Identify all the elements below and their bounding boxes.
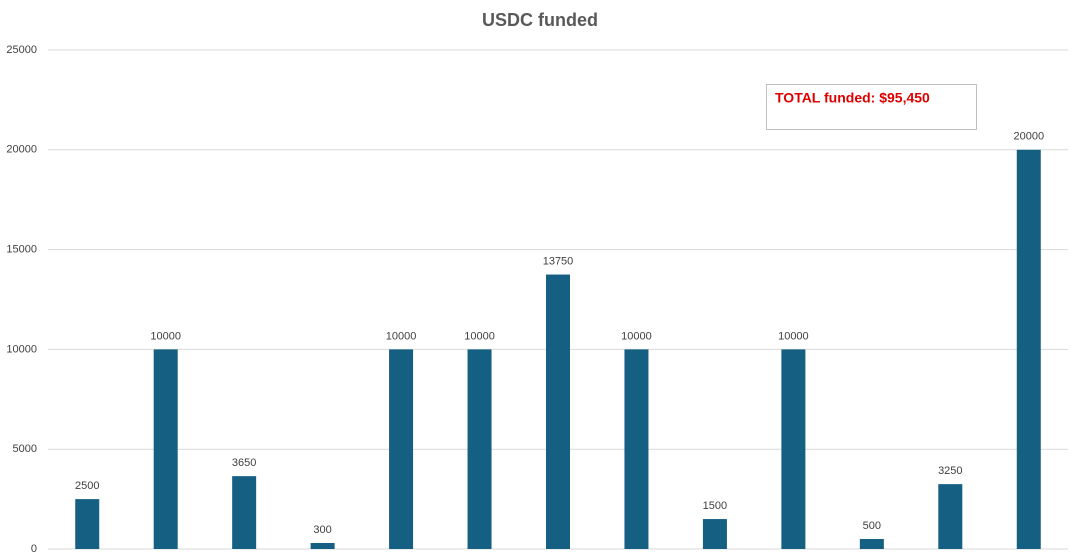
bar bbox=[702, 519, 727, 549]
bar bbox=[938, 484, 963, 549]
data-label: 300 bbox=[313, 524, 331, 536]
bar bbox=[1016, 149, 1041, 550]
y-tick-label: 5000 bbox=[13, 443, 37, 455]
data-label: 10000 bbox=[778, 330, 809, 342]
annotation: TOTAL funded: $95,450 bbox=[775, 90, 930, 106]
bar bbox=[467, 349, 492, 549]
bar bbox=[310, 543, 335, 549]
y-tick-label: 15000 bbox=[6, 244, 37, 256]
bar bbox=[153, 349, 178, 549]
bar bbox=[232, 476, 257, 549]
bar bbox=[624, 349, 649, 549]
data-label: 3250 bbox=[938, 465, 962, 477]
data-label: 10000 bbox=[386, 330, 417, 342]
data-label: 500 bbox=[863, 520, 881, 532]
y-tick-label: 0 bbox=[31, 543, 37, 555]
data-label: 2500 bbox=[75, 480, 99, 492]
data-label: 10000 bbox=[150, 330, 181, 342]
y-tick-label: 25000 bbox=[6, 44, 37, 56]
annotation-box bbox=[766, 84, 977, 130]
data-label: 10000 bbox=[621, 330, 652, 342]
bar bbox=[546, 274, 570, 549]
data-label: 20000 bbox=[1013, 131, 1044, 143]
data-label: 3650 bbox=[232, 457, 256, 469]
bar bbox=[389, 349, 414, 549]
bar bbox=[781, 349, 806, 549]
y-tick-label: 20000 bbox=[6, 144, 37, 156]
bar bbox=[75, 499, 100, 549]
chart-title: USDC funded bbox=[482, 10, 598, 30]
data-label: 10000 bbox=[464, 330, 495, 342]
data-label: 13750 bbox=[543, 255, 574, 267]
data-label: 1500 bbox=[703, 500, 727, 512]
y-tick-label: 10000 bbox=[6, 343, 37, 355]
bar bbox=[859, 539, 884, 549]
